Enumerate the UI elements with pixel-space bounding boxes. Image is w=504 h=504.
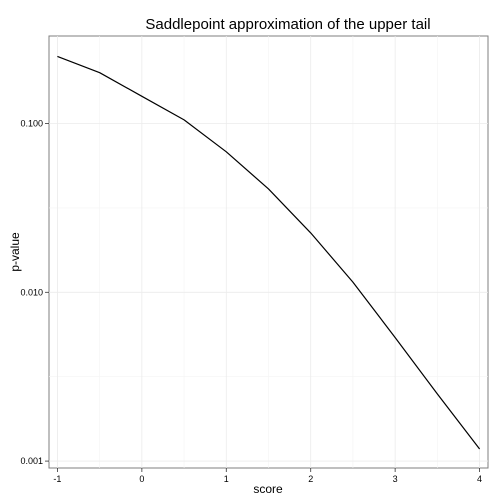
x-tick-label: 3	[393, 474, 398, 484]
x-axis-label: score	[253, 482, 283, 496]
x-tick-label: 0	[139, 474, 144, 484]
series-layer	[57, 55, 481, 450]
grid-minor	[49, 36, 488, 468]
y-tick-label: 0.010	[20, 287, 43, 297]
y-axis-ticks: 0.001 0.010 0.100	[20, 119, 49, 466]
x-tick-label: 2	[308, 474, 313, 484]
x-tick-label: 1	[224, 474, 229, 484]
grid-major	[49, 36, 488, 468]
x-tick-label: 4	[477, 474, 482, 484]
x-tick-label: -1	[53, 474, 61, 484]
x-axis-ticks: -1 0 1 2 3 4	[53, 468, 482, 484]
y-axis-label: p-value	[8, 232, 22, 272]
chart-title: Saddlepoint approximation of the upper t…	[145, 16, 430, 33]
y-tick-label: 0.100	[20, 119, 43, 129]
y-tick-label: 0.001	[20, 456, 43, 466]
series-line	[57, 55, 481, 450]
